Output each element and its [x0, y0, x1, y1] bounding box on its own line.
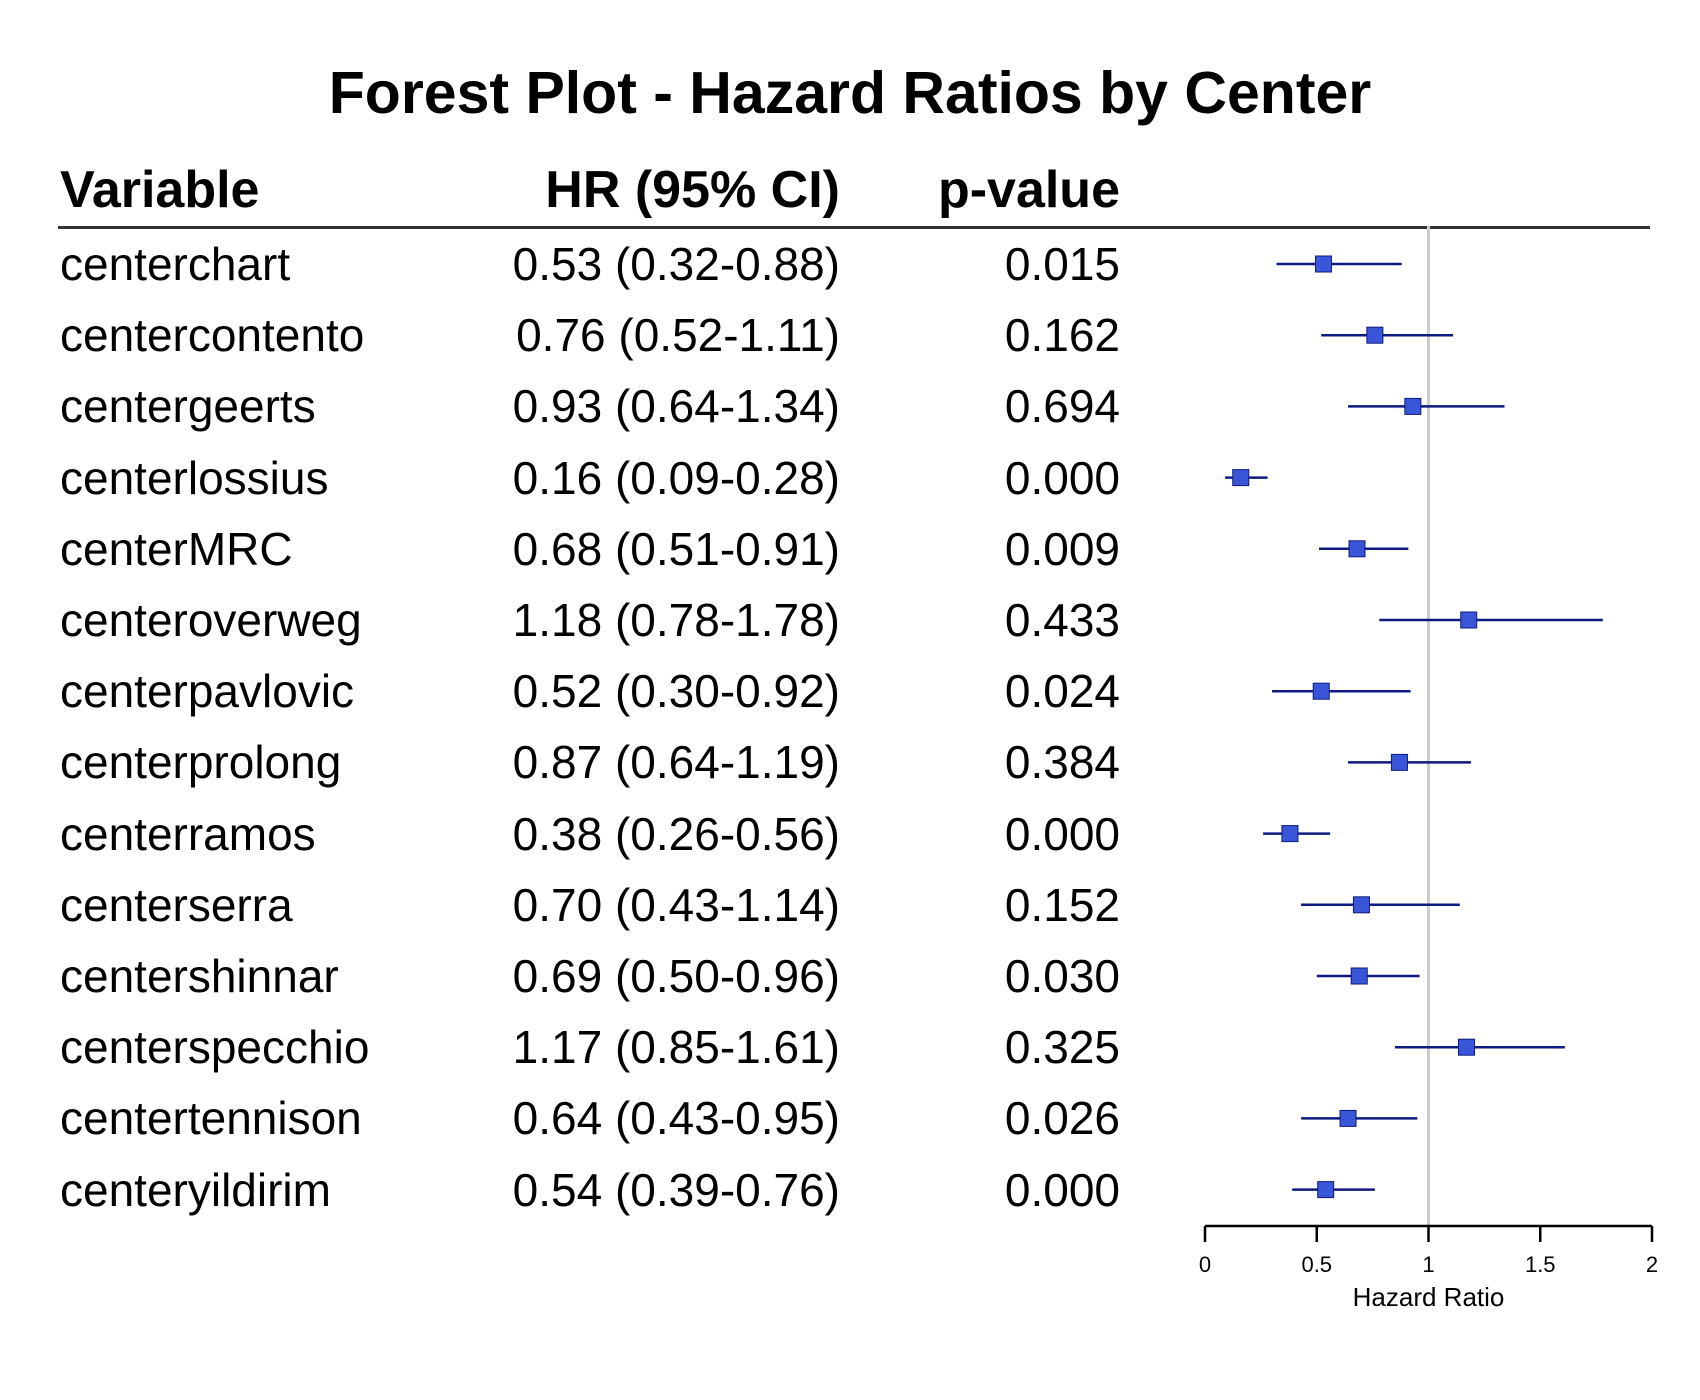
hr-point	[1232, 469, 1250, 487]
hr-point	[1317, 1181, 1335, 1199]
column-header-variable: Variable	[60, 161, 260, 219]
row-variable-label: centerMRC	[60, 522, 293, 575]
row-hr-text: 0.16 (0.09-0.28)	[512, 451, 840, 504]
row-p-value: 0.325	[1004, 1021, 1120, 1074]
row-hr-text: 0.52 (0.30-0.92)	[512, 665, 840, 718]
row-p-value: 0.433	[1004, 594, 1120, 646]
hr-point	[1460, 611, 1478, 629]
row-hr-text: 0.76 (0.52-1.11)	[516, 309, 840, 362]
row-variable-label: centergeerts	[60, 380, 316, 433]
row-p-value: 0.152	[1004, 878, 1120, 931]
row-p-value: 0.026	[1004, 1092, 1120, 1145]
x-tick-label: 2	[1646, 1252, 1658, 1277]
hr-point	[1281, 825, 1299, 843]
row-variable-label: centeroverweg	[60, 594, 362, 646]
hr-point	[1348, 540, 1366, 558]
x-tick-label: 0	[1199, 1252, 1211, 1277]
row-p-value: 0.000	[1004, 807, 1120, 860]
x-tick-label: 1.5	[1525, 1252, 1556, 1277]
hr-point	[1350, 967, 1368, 985]
row-p-value: 0.000	[1004, 451, 1120, 504]
column-header-p-value: p-value	[937, 161, 1120, 219]
row-variable-label: centerlossius	[60, 451, 329, 504]
chart-title: Forest Plot - Hazard Ratios by Center	[328, 60, 1372, 126]
x-tick-label: 0.5	[1301, 1252, 1332, 1277]
row-hr-text: 1.18 (0.78-1.78)	[512, 594, 840, 646]
row-hr-text: 0.87 (0.64-1.19)	[512, 736, 840, 789]
hr-point	[1366, 326, 1384, 344]
x-tick-label: 1	[1422, 1252, 1434, 1277]
row-hr-text: 0.54 (0.39-0.76)	[512, 1163, 840, 1216]
row-hr-text: 0.53 (0.32-0.88)	[512, 238, 840, 290]
row-hr-text: 0.38 (0.26-0.56)	[512, 807, 840, 860]
row-p-value: 0.015	[1004, 238, 1120, 290]
row-variable-label: centershinnar	[60, 950, 339, 1002]
row-p-value: 0.384	[1004, 736, 1120, 789]
hr-point	[1457, 1038, 1475, 1056]
hr-point	[1390, 753, 1408, 771]
hr-point	[1404, 397, 1422, 415]
row-p-value: 0.162	[1004, 309, 1120, 362]
row-hr-text: 0.69 (0.50-0.96)	[512, 950, 840, 1002]
row-hr-text: 0.64 (0.43-0.95)	[512, 1092, 840, 1145]
row-variable-label: centerprolong	[60, 736, 342, 789]
hr-point	[1314, 255, 1332, 273]
hr-point	[1339, 1109, 1357, 1127]
row-hr-text: 1.17 (0.85-1.61)	[512, 1021, 840, 1074]
row-hr-text: 0.93 (0.64-1.34)	[512, 380, 840, 433]
header-rule	[58, 226, 1650, 229]
row-hr-text: 0.70 (0.43-1.14)	[512, 878, 840, 931]
row-hr-text: 0.68 (0.51-0.91)	[512, 522, 840, 575]
row-variable-label: centercontento	[60, 309, 365, 362]
hr-point	[1352, 896, 1370, 914]
row-variable-label: centerserra	[60, 878, 293, 931]
row-p-value: 0.024	[1004, 665, 1120, 718]
row-p-value: 0.000	[1004, 1163, 1120, 1216]
row-variable-label: centerchart	[60, 238, 291, 290]
row-variable-label: centertennison	[60, 1092, 362, 1145]
row-p-value: 0.694	[1004, 380, 1120, 433]
row-variable-label: centerspecchio	[60, 1021, 370, 1074]
column-header-hr: HR (95% CI)	[545, 161, 840, 219]
hr-point	[1312, 682, 1330, 700]
row-p-value: 0.030	[1004, 950, 1120, 1002]
row-variable-label: centeryildirim	[60, 1163, 331, 1216]
row-variable-label: centerpavlovic	[60, 665, 355, 718]
row-p-value: 0.009	[1004, 522, 1120, 575]
x-axis-title: Hazard Ratio	[1353, 1282, 1505, 1312]
row-variable-label: centerramos	[60, 807, 316, 860]
